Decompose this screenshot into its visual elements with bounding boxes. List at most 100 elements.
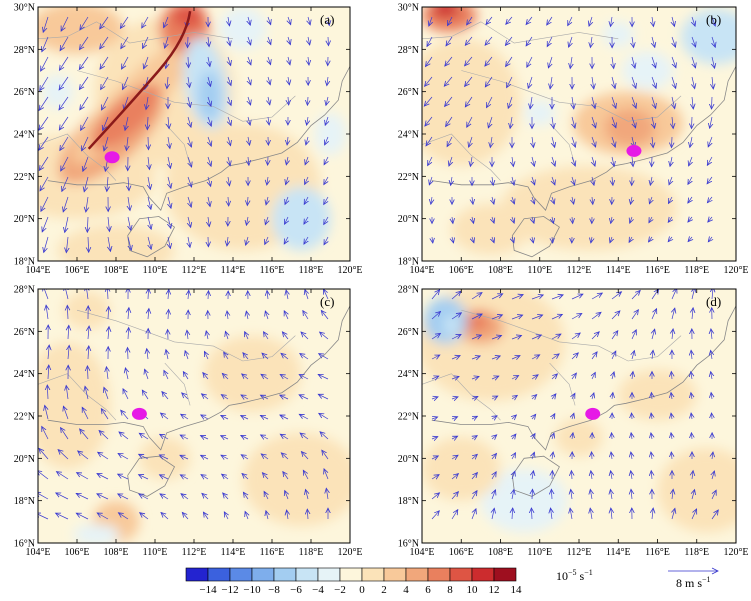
lat-tick-label: 16°N	[14, 539, 35, 550]
wind-vector	[550, 76, 552, 89]
wind-vector	[451, 455, 458, 459]
wind-vector	[241, 416, 249, 420]
lon-tick-label: 106°E	[449, 547, 474, 558]
wind-vector	[650, 176, 652, 185]
wind-vector	[83, 156, 89, 171]
province-border	[422, 373, 501, 421]
panel-b-lon-ticks: 104°E 106°E 108°E 110°E 112°E 114°E 116°E 118°E…	[409, 7, 749, 276]
wind-vector	[56, 513, 69, 520]
wind-vector	[532, 471, 534, 480]
wind-vector	[318, 374, 329, 380]
wind-vector	[139, 433, 149, 440]
wind-vector	[465, 96, 473, 107]
wind-vector	[591, 332, 599, 340]
wind-vector	[611, 331, 618, 340]
wind-vector	[630, 216, 632, 223]
wind-vector	[651, 433, 652, 440]
wind-vector	[528, 76, 532, 88]
wind-vector	[324, 196, 328, 205]
wind-vector	[592, 116, 596, 128]
lat-tick-label: 26°N	[14, 87, 35, 98]
wind-vector	[324, 236, 328, 245]
wind-vector	[712, 16, 715, 26]
wind-vector	[572, 96, 574, 109]
wind-vector	[691, 350, 692, 360]
wind-vector	[106, 367, 108, 380]
colorbar-tick-label: 8	[447, 584, 453, 596]
wind-vector	[168, 136, 170, 149]
panel-a-lat-ticks: 18°N 20°N 22°N 24°N 26°N 28°N 30°N	[14, 3, 350, 268]
wind-vector	[228, 76, 231, 86]
wind-vector	[228, 96, 231, 105]
wind-vector	[492, 490, 496, 500]
wind-vector	[143, 36, 149, 48]
wind-vector	[318, 394, 329, 400]
wind-vector	[126, 136, 128, 151]
wind-vector	[264, 332, 269, 340]
wind-vector	[572, 373, 576, 380]
wind-vector	[649, 237, 653, 242]
wind-vector	[128, 348, 129, 360]
wind-vector	[241, 435, 249, 439]
wind-vector	[283, 472, 289, 480]
wind-vector	[552, 176, 555, 185]
wind-vector	[512, 216, 514, 223]
lon-tick-label: 104°E	[409, 265, 434, 276]
wind-vector	[180, 435, 189, 439]
panel-d-shading	[422, 289, 736, 543]
wind-vector	[201, 455, 209, 459]
wind-vector	[591, 352, 597, 360]
wind-vector	[492, 454, 497, 460]
wind-vector	[188, 96, 190, 107]
wind-vector	[168, 196, 171, 208]
wind-vector	[551, 314, 562, 320]
wind-vector	[471, 397, 478, 400]
wind-vector	[267, 291, 268, 300]
panel-a-shade-region	[197, 70, 222, 122]
lon-tick-label: 106°E	[64, 547, 89, 558]
wind-vector	[526, 36, 533, 46]
wind-vector	[160, 494, 169, 500]
wind-vector	[147, 349, 148, 360]
lon-tick-label: 104°E	[25, 547, 50, 558]
panel-a-wind-vectors	[39, 16, 329, 253]
wind-vector	[300, 354, 309, 360]
wind-vector	[471, 376, 479, 379]
wind-vector	[76, 493, 89, 500]
lon-tick-label: 110°E	[143, 547, 168, 558]
wind-vector	[592, 393, 594, 400]
colorbar-tick-label: −10	[243, 584, 261, 596]
wind-vector	[672, 76, 676, 88]
wind-vector	[451, 436, 458, 439]
wind-vector	[188, 290, 189, 300]
wind-vector	[446, 36, 453, 46]
wind-vector	[304, 216, 308, 224]
wind-vector	[451, 417, 458, 419]
wind-vector	[307, 96, 308, 105]
wind-vector	[221, 436, 229, 439]
lon-tick-label: 104°E	[25, 265, 50, 276]
wind-vector	[471, 473, 477, 480]
wind-vector	[203, 373, 209, 380]
wind-vector	[86, 196, 88, 212]
wind-vector	[88, 326, 89, 340]
lat-tick-label: 18°N	[14, 496, 35, 507]
wind-vector	[264, 492, 268, 500]
wind-vector	[108, 236, 111, 251]
wind-vector	[282, 332, 289, 340]
wind-vector	[652, 16, 654, 27]
wind-vector	[61, 16, 69, 31]
lon-tick-label: 112°E	[567, 265, 592, 276]
wind-vector	[490, 136, 492, 148]
wind-vector	[431, 475, 439, 479]
lat-tick-label: 22°N	[398, 412, 419, 423]
wind-vector	[688, 237, 692, 242]
wind-vector	[592, 76, 594, 89]
panel-b-shading	[422, 7, 736, 261]
wind-vector	[551, 334, 561, 340]
wind-vector	[188, 116, 191, 127]
lat-tick-label: 24°N	[14, 369, 35, 380]
wind-vector	[65, 216, 68, 232]
wind-vector	[42, 216, 49, 232]
wind-vector	[512, 395, 517, 399]
